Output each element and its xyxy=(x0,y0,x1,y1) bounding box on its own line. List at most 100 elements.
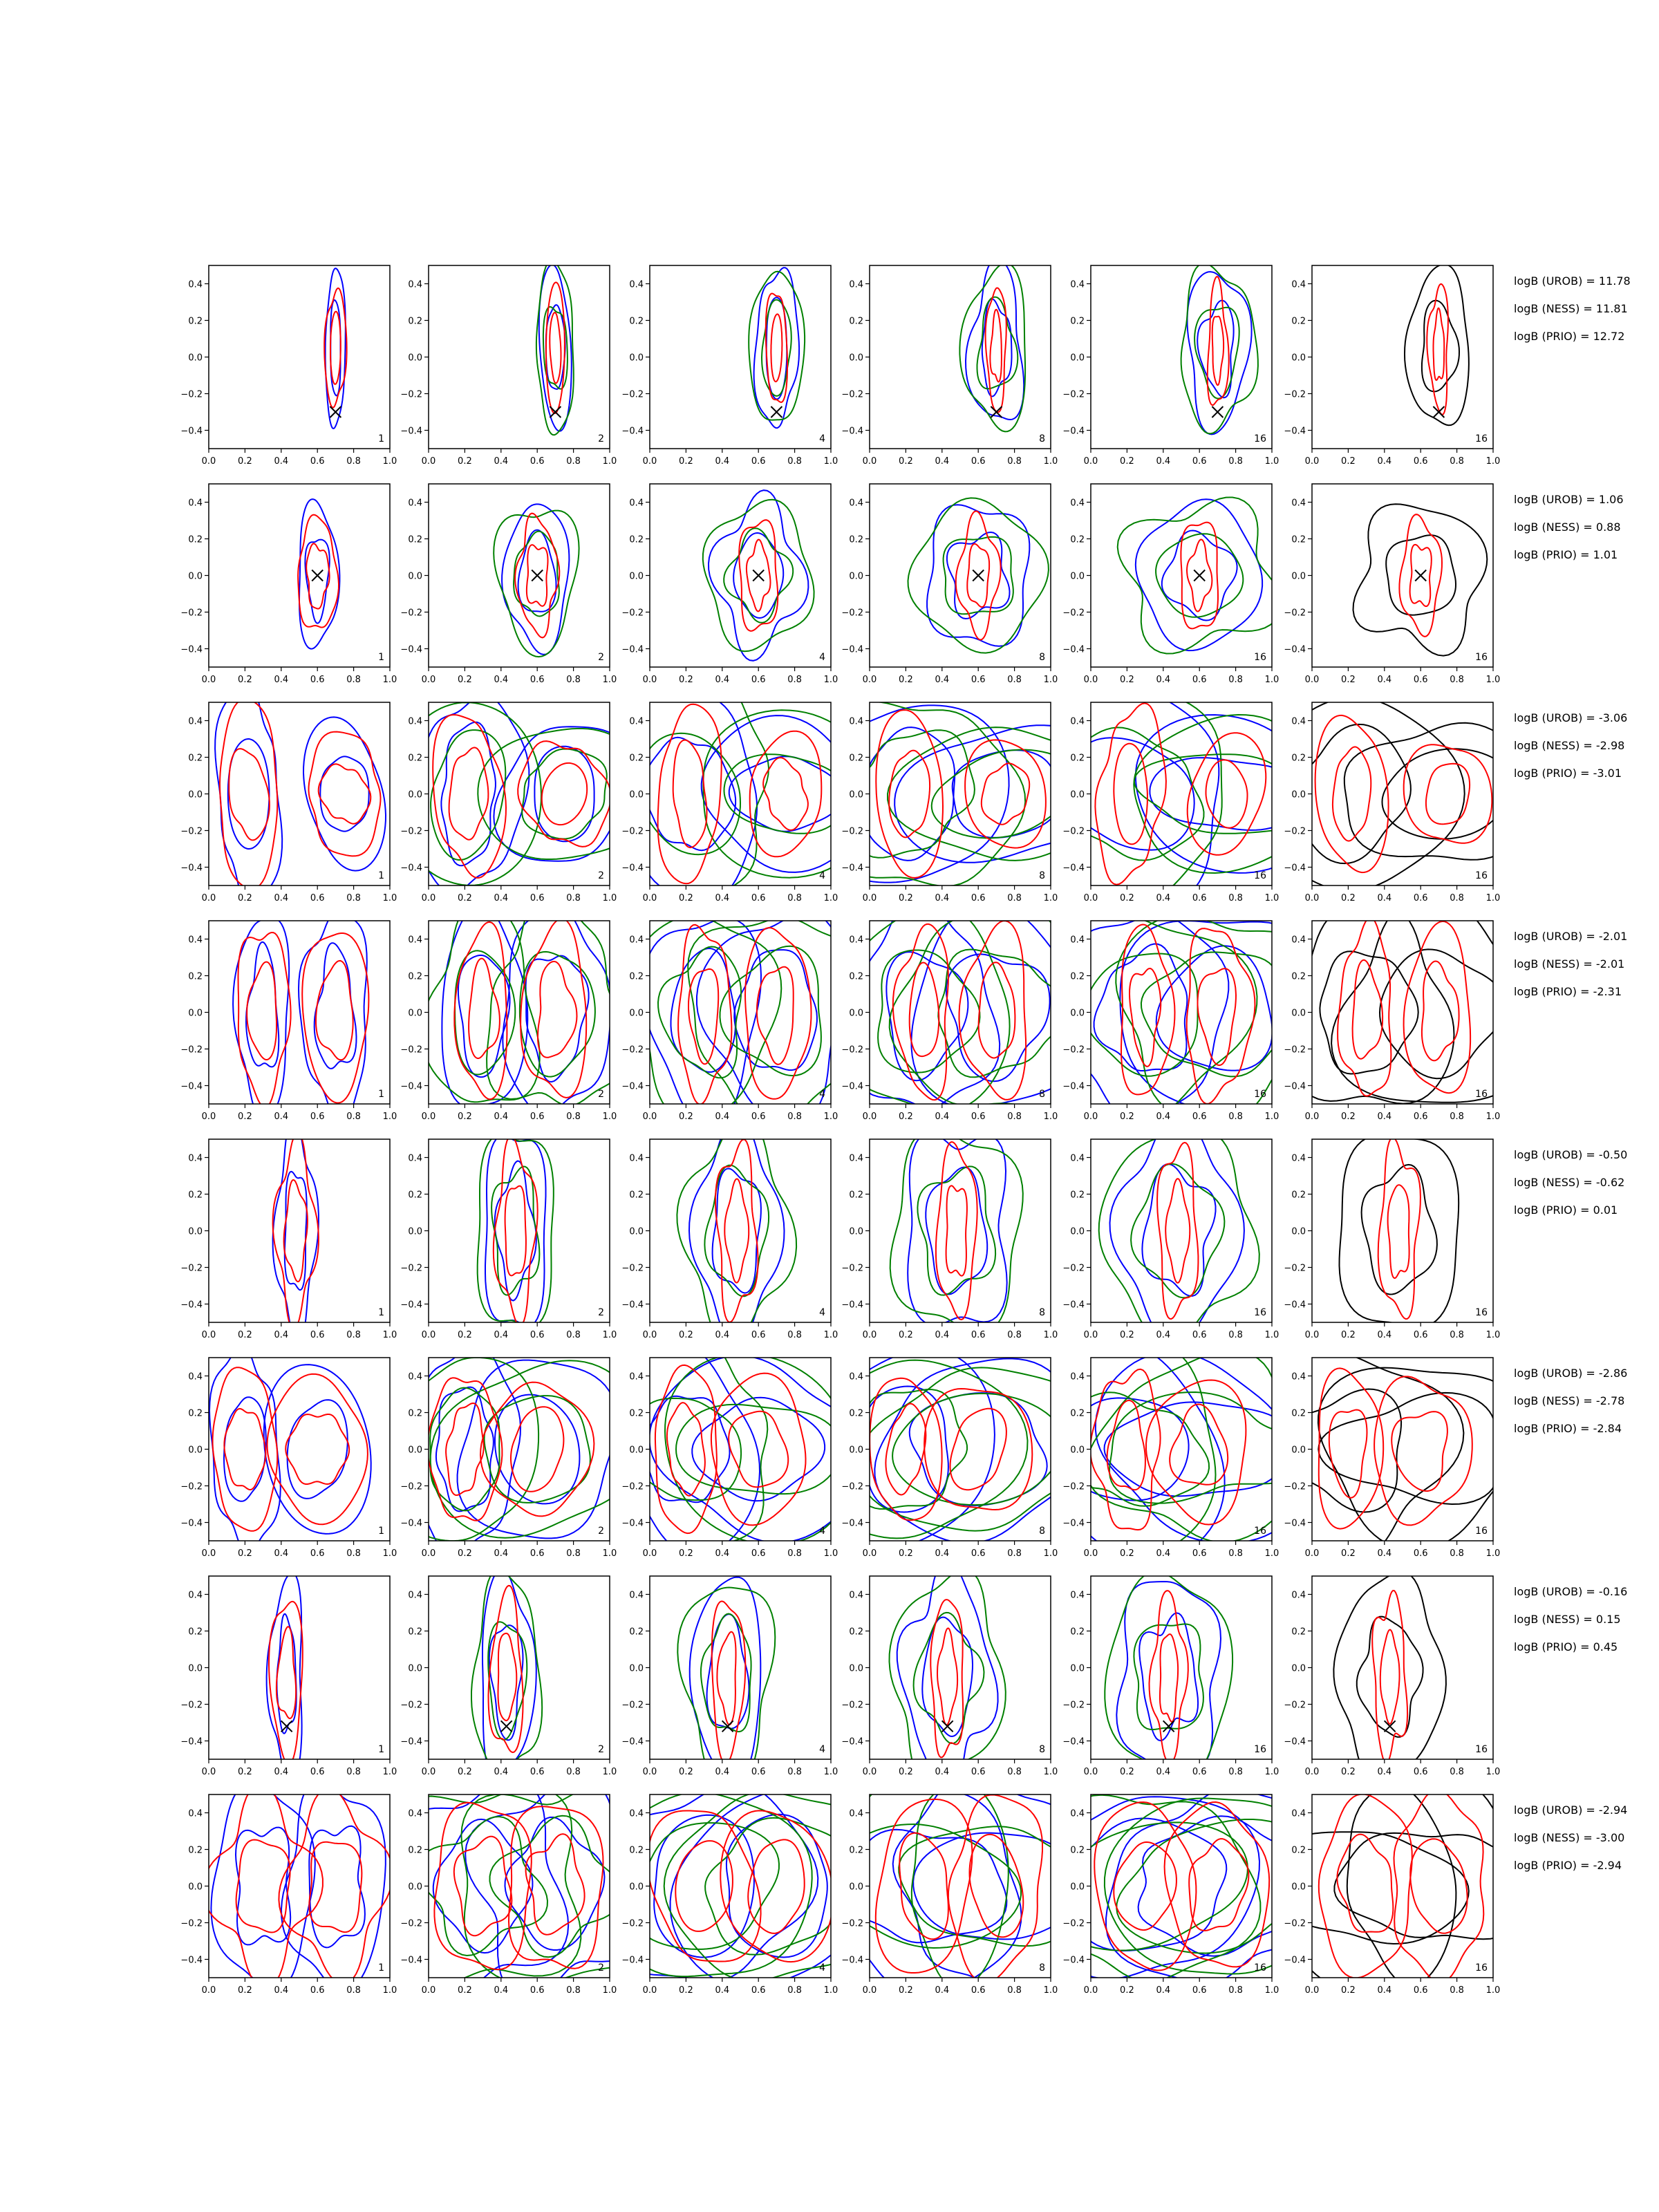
y-tick-label: 0.0 xyxy=(188,1664,203,1674)
contour-group xyxy=(889,1139,1024,1322)
x-tick-label: 0.2 xyxy=(679,1985,693,1996)
y-tick-label: 0.2 xyxy=(188,535,203,545)
panel-label: 8 xyxy=(1039,1744,1045,1755)
contour-green xyxy=(521,748,608,840)
panel-r1-c3: 0.0 0.2 0.4 0.6 0.8 1.0 0.4 0.2 0.0 −0.2 −0.4 4 xyxy=(621,265,838,467)
axes-frame xyxy=(1090,920,1273,1105)
truth-marker xyxy=(721,1720,734,1733)
y-tick-label: −0.2 xyxy=(1062,1045,1085,1056)
y-tick-label: 0.2 xyxy=(629,753,644,764)
x-tick-label: 1.0 xyxy=(383,893,397,903)
contour-green xyxy=(889,1139,1024,1322)
y-tick-label: −0.2 xyxy=(841,1919,863,1929)
contour-red xyxy=(1314,714,1389,874)
contour-blue xyxy=(707,489,809,662)
x-tick-label: 1.0 xyxy=(603,893,617,903)
contour-group xyxy=(870,921,1051,1104)
axes-frame xyxy=(1311,483,1494,668)
y-tick-label: 0.2 xyxy=(1070,1627,1085,1638)
truth-marker xyxy=(770,406,783,418)
x-tick-label: 0.6 xyxy=(971,1548,986,1559)
contour-group xyxy=(1091,1358,1272,1541)
contour-green xyxy=(489,1815,610,1958)
contour-group xyxy=(1116,496,1272,655)
y-tick-label: 0.4 xyxy=(849,935,863,946)
x-tick-label: 0.0 xyxy=(643,1548,657,1559)
y-tick-label: −0.2 xyxy=(1062,608,1085,619)
contour-red xyxy=(1180,521,1219,630)
x-tick-label: 0.8 xyxy=(1450,1767,1464,1777)
x-tick-label: 0.0 xyxy=(863,1112,877,1122)
y-tick-label: −0.2 xyxy=(621,1045,644,1056)
contour-red xyxy=(1336,1833,1394,1933)
contour-blue xyxy=(1137,1815,1272,1957)
x-tick-label: 0.0 xyxy=(1305,456,1320,467)
contour-blue xyxy=(1134,498,1264,652)
panel-r4-c4: 0.0 0.2 0.4 0.6 0.8 1.0 0.4 0.2 0.0 −0.2 −0.4 8 xyxy=(841,920,1058,1122)
axes-frame xyxy=(1311,265,1494,449)
logb-annotation: logB (UROB) = -2.86 xyxy=(1514,1367,1627,1380)
y-tick-label: 0.2 xyxy=(188,317,203,327)
contour-green xyxy=(477,728,610,860)
panel-label: 16 xyxy=(1254,870,1266,881)
contour-red xyxy=(688,968,720,1065)
y-tick-label: −0.4 xyxy=(841,1956,863,1966)
panel-label: 8 xyxy=(1039,1307,1045,1318)
x-tick-label: 0.6 xyxy=(751,1767,766,1777)
contour-group xyxy=(1091,921,1272,1104)
x-tick-label: 1.0 xyxy=(383,1112,397,1122)
y-tick-label: 0.0 xyxy=(1070,572,1085,582)
x-tick-label: 0.0 xyxy=(202,1112,216,1122)
contour-red xyxy=(1393,1794,1485,1978)
axes-frame xyxy=(1090,702,1273,886)
contour-blue xyxy=(302,716,387,872)
contour-red xyxy=(744,927,812,1100)
truth-marker xyxy=(531,569,543,582)
y-tick-label: 0.0 xyxy=(1291,353,1306,364)
contour-blue xyxy=(1103,1401,1272,1497)
panel-label: 4 xyxy=(819,1307,825,1318)
contour-black xyxy=(1360,1163,1438,1295)
panel-label: 8 xyxy=(1039,1089,1045,1100)
panel-label: 1 xyxy=(378,433,384,444)
y-tick-label: 0.0 xyxy=(188,1227,203,1237)
contour-red xyxy=(1197,968,1237,1067)
y-tick-label: −0.2 xyxy=(180,1482,203,1492)
y-tick-label: 0.0 xyxy=(408,1009,422,1019)
x-tick-label: 1.0 xyxy=(383,675,397,685)
y-tick-label: −0.4 xyxy=(180,427,203,437)
contour-green xyxy=(429,1794,582,1978)
x-tick-label: 0.0 xyxy=(422,1548,436,1559)
contour-blue xyxy=(964,265,1025,421)
x-tick-label: 0.4 xyxy=(715,1330,729,1340)
y-tick-label: −0.2 xyxy=(621,1482,644,1492)
x-tick-label: 1.0 xyxy=(603,1767,617,1777)
contour-group xyxy=(888,1576,1006,1759)
contour-red xyxy=(1206,275,1230,406)
contour-group xyxy=(1312,1794,1493,1978)
panel-label: 4 xyxy=(819,1744,825,1755)
y-tick-label: −0.2 xyxy=(400,827,422,837)
contour-blue xyxy=(1186,271,1253,435)
contour-green xyxy=(917,1165,997,1296)
x-tick-label: 0.2 xyxy=(899,1112,913,1122)
y-tick-label: −0.2 xyxy=(400,608,422,619)
panel-label: 8 xyxy=(1039,433,1045,444)
panel-r1-c2: 0.0 0.2 0.4 0.6 0.8 1.0 0.4 0.2 0.0 −0.2 −0.4 2 xyxy=(400,265,617,467)
y-tick-label: 0.0 xyxy=(849,572,863,582)
y-tick-label: −0.2 xyxy=(1062,1482,1085,1492)
y-tick-label: 0.2 xyxy=(1291,753,1306,764)
y-tick-label: 0.2 xyxy=(1070,1190,1085,1201)
x-tick-label: 0.4 xyxy=(1377,1112,1391,1122)
y-tick-label: 0.4 xyxy=(408,1809,422,1819)
x-tick-label: 1.0 xyxy=(1044,1548,1058,1559)
x-tick-label: 0.6 xyxy=(310,675,325,685)
contour-green xyxy=(732,702,770,885)
contour-black xyxy=(1343,722,1493,861)
contour-red xyxy=(1371,1589,1409,1759)
x-tick-label: 0.8 xyxy=(1228,675,1243,685)
axes-frame xyxy=(1311,1357,1494,1541)
x-tick-label: 0.2 xyxy=(679,1548,693,1559)
contour-blue xyxy=(286,1399,348,1499)
y-tick-label: 0.0 xyxy=(1291,1009,1306,1019)
